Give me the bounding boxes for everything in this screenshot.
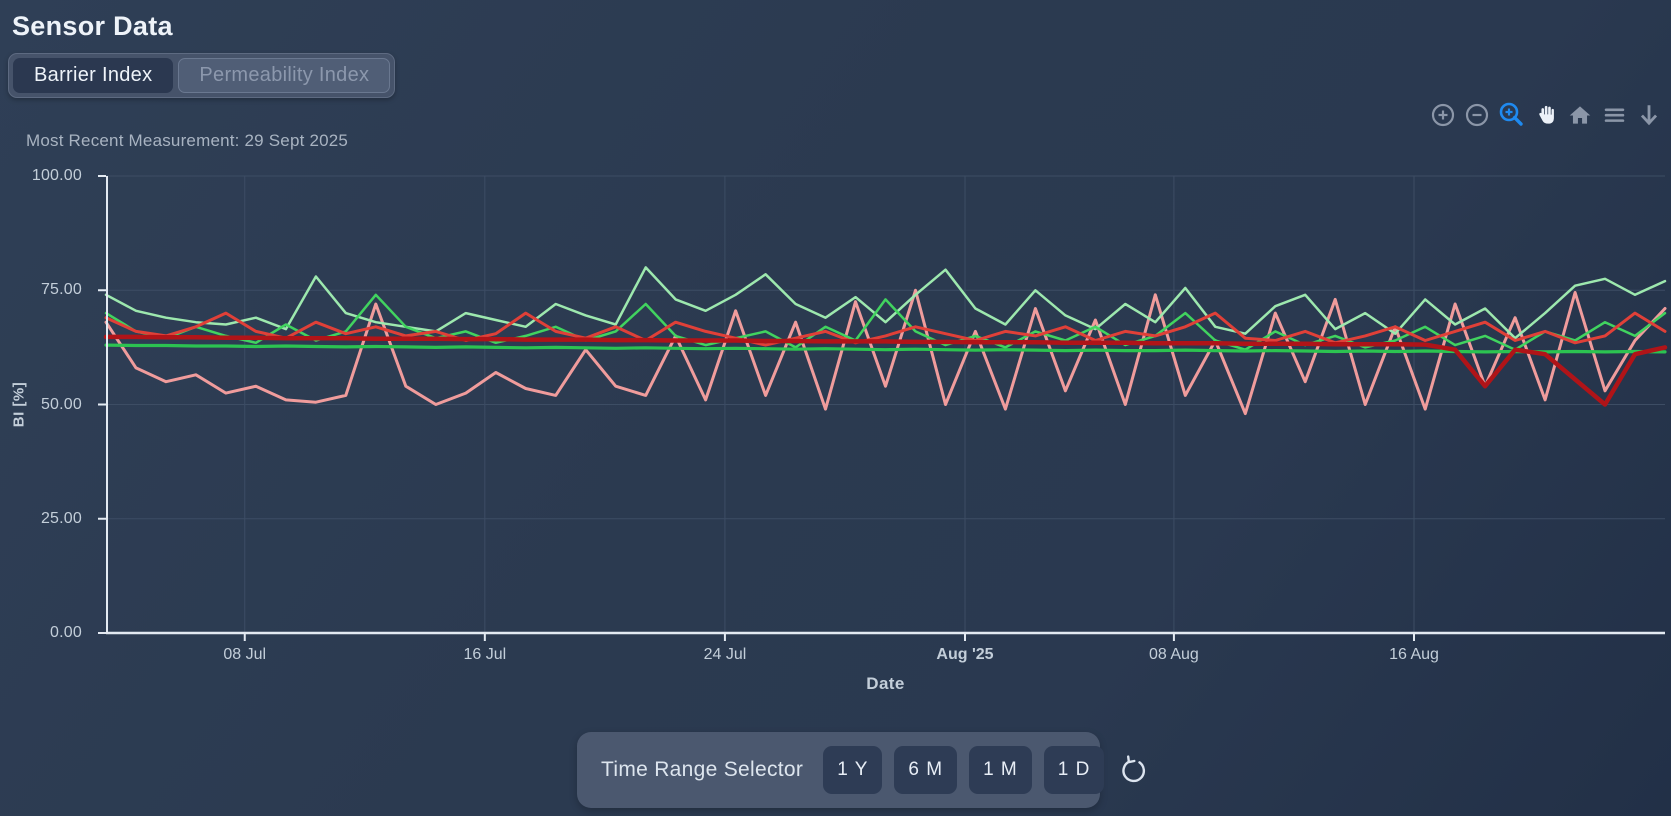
- zoom-out-button[interactable]: [1463, 101, 1491, 129]
- home-icon: [1569, 105, 1591, 124]
- download-button[interactable]: [1635, 101, 1663, 129]
- x-axis-title: Date: [866, 674, 905, 693]
- plot-area[interactable]: [98, 175, 1668, 641]
- series-dark-red-flat: [103, 334, 1668, 407]
- range-button-6m[interactable]: 6 M: [894, 746, 958, 794]
- x-tick-label: 08 Jul: [223, 646, 267, 663]
- y-tick-label: 0.00: [50, 624, 82, 641]
- range-button-1d[interactable]: 1 D: [1043, 746, 1105, 794]
- menu-button[interactable]: [1600, 101, 1629, 129]
- series-green-flat: [104, 343, 1667, 354]
- x-tick-label: Aug '25: [936, 646, 994, 663]
- y-tick-label: 25.00: [40, 509, 82, 527]
- home-button[interactable]: [1566, 101, 1594, 129]
- y-tick-label: 50.00: [40, 395, 82, 413]
- zoom-in-button[interactable]: [1429, 101, 1457, 129]
- pan-icon: [1539, 105, 1554, 124]
- x-tick-label: 24 Jul: [703, 646, 747, 663]
- y-tick-label: 75.00: [40, 281, 82, 299]
- x-tick-label: 16 Aug: [1389, 646, 1439, 663]
- range-button-1y[interactable]: 1 Y: [823, 746, 883, 794]
- reset-range-button[interactable]: [1116, 752, 1152, 788]
- time-range-selector-label: Time Range Selector: [601, 758, 804, 781]
- tab-permeability-index[interactable]: Permeability Index: [178, 58, 391, 93]
- time-range-selector: Time Range Selector 1 Y 6 M 1 M 1 D: [577, 732, 1146, 808]
- range-button-1m[interactable]: 1 M: [969, 746, 1032, 794]
- zoom-out-icon: [1465, 103, 1489, 126]
- y-tick-label: 100.00: [31, 167, 82, 184]
- download-icon: [1640, 104, 1658, 125]
- x-tick-label: 16 Jul: [463, 646, 507, 663]
- chart-modebar: [1429, 100, 1663, 129]
- reset-icon: [1122, 755, 1146, 783]
- series-light-green-jagged: [104, 266, 1667, 340]
- series-salmon-jagged: [104, 288, 1667, 416]
- tab-barrier-index[interactable]: Barrier Index: [13, 58, 174, 93]
- index-tabbar: Barrier Index Permeability Index: [8, 53, 396, 98]
- series-bright-red-jagged: [104, 311, 1667, 347]
- page-title: Sensor Data: [12, 11, 173, 41]
- zoom-in-icon: [1431, 103, 1455, 126]
- x-tick-label: 08 Aug: [1148, 646, 1199, 663]
- line-chart: [98, 175, 1668, 641]
- box-zoom-icon: [1499, 102, 1523, 126]
- x-axis-labels: 08 Jul 16 Jul 24 Jul Aug '25 08 Aug 16 Aug: [106, 646, 1665, 670]
- pan-button[interactable]: [1532, 101, 1560, 129]
- y-axis-labels: 100.00 75.00 50.00 25.00 0.00: [18, 167, 94, 641]
- series-bright-green-jagged: [104, 293, 1667, 351]
- menu-icon: [1604, 108, 1625, 122]
- most-recent-measurement: Most Recent Measurement: 29 Sept 2025: [26, 131, 349, 150]
- box-zoom-button[interactable]: [1497, 100, 1526, 129]
